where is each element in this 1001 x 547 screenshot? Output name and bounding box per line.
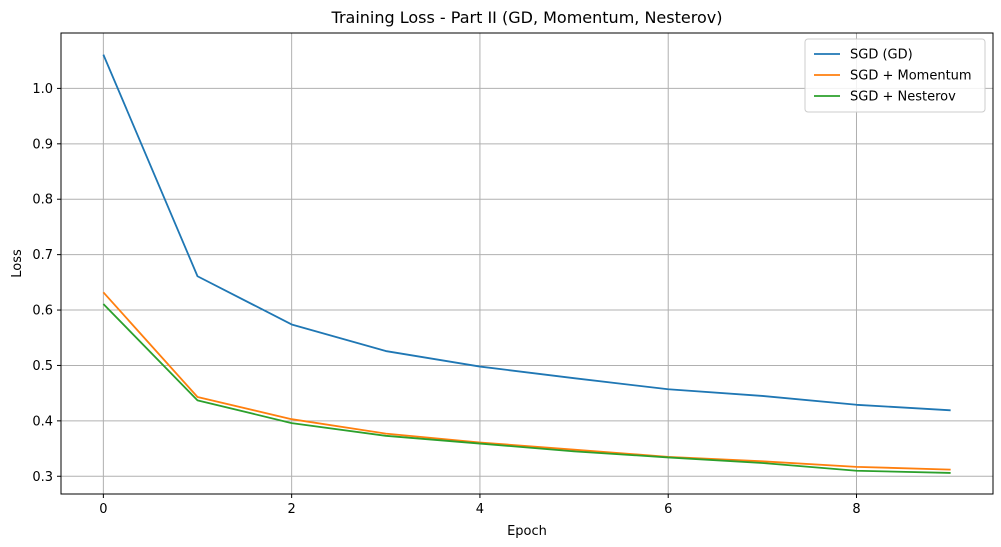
- series-line-1: [102, 54, 951, 412]
- x-tick-label: 8: [852, 502, 860, 517]
- y-tick-label: 0.4: [32, 414, 53, 429]
- series-line-2: [102, 291, 951, 471]
- y-axis-label: Loss: [10, 249, 25, 278]
- legend-label: SGD + Momentum: [850, 69, 972, 84]
- legend-box: [804, 38, 986, 113]
- chart-title: Training Loss - Part II (GD, Momentum, N…: [331, 8, 723, 27]
- axes: 0 2 4 6 8 0.3 0.4 0.5 0.6 0.7 0.8 0.9 1.0: [32, 82, 860, 517]
- x-axis-label: Epoch: [507, 524, 547, 539]
- legend-label: SGD + Nesterov: [850, 90, 956, 105]
- y-tick-label: 0.8: [32, 193, 53, 208]
- legend: SGD (GD) SGD + Momentum SGD + Nesterov: [804, 38, 986, 113]
- y-tick-label: 0.6: [32, 304, 53, 319]
- y-tick-label: 0.3: [32, 470, 53, 485]
- series-line-3: [102, 303, 951, 474]
- legend-label: SGD (GD): [850, 48, 913, 63]
- y-tick-label: 0.5: [32, 359, 53, 374]
- x-tick-label: 4: [476, 502, 484, 517]
- y-tick-label: 0.7: [32, 248, 53, 263]
- x-tick-label: 6: [664, 502, 672, 517]
- x-tick-label: 2: [288, 502, 296, 517]
- y-tick-label: 1.0: [32, 82, 53, 97]
- x-tick-label: 0: [99, 502, 107, 517]
- y-tick-label: 0.9: [32, 137, 53, 152]
- plot-frame: [60, 32, 994, 495]
- series-lines: [102, 54, 951, 474]
